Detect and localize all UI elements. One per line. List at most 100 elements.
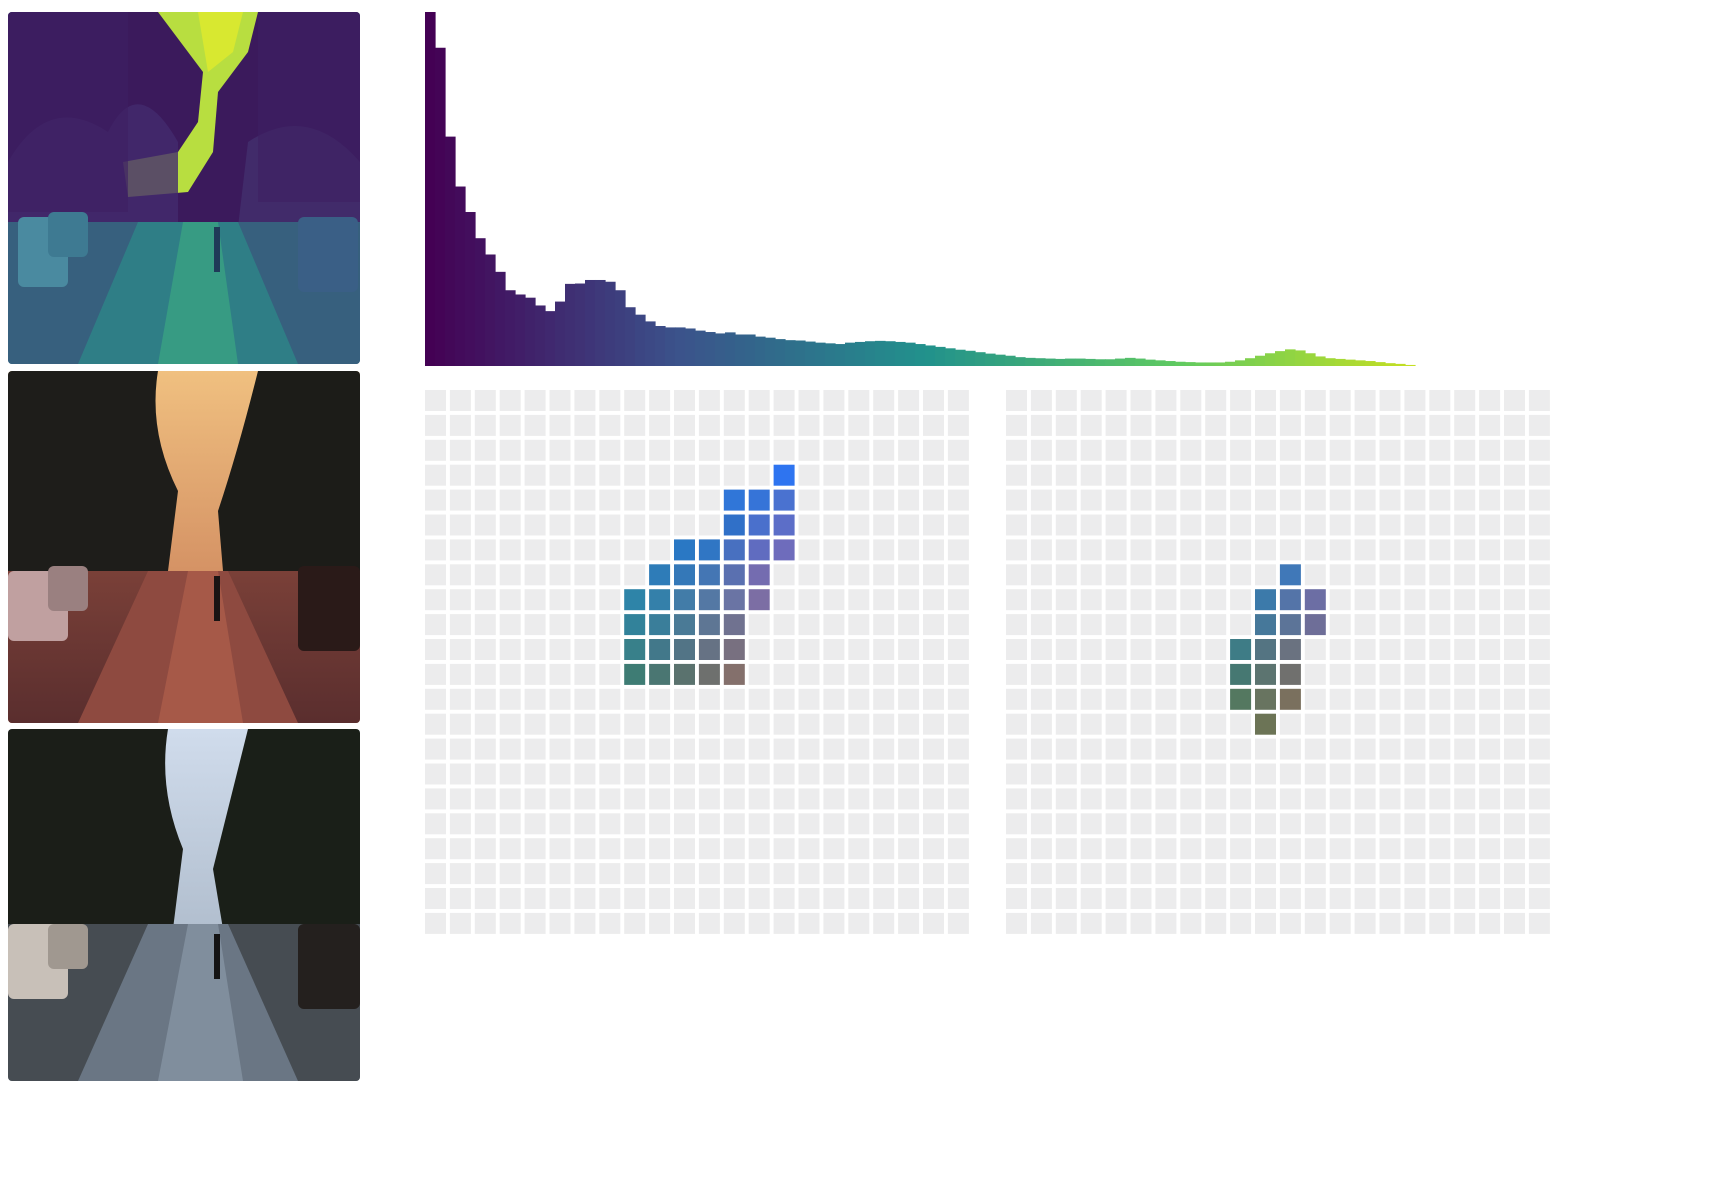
grid-cell-empty <box>1329 489 1351 511</box>
grid-cell-empty <box>1155 489 1177 511</box>
grid-cell-empty <box>599 614 621 636</box>
grid-cell-empty <box>1155 439 1177 461</box>
grid-cell-empty <box>549 464 571 486</box>
grid-cell-empty <box>698 763 720 785</box>
grid-cell-empty <box>425 738 446 760</box>
grid-cell-empty <box>1130 639 1152 660</box>
grid-cell-empty <box>499 663 521 685</box>
histogram-bar <box>1305 353 1316 366</box>
histogram-bar <box>1225 361 1236 366</box>
grid-cell-empty <box>723 390 745 411</box>
grid-cell-empty <box>674 464 695 486</box>
grid-cell-empty <box>1379 713 1401 735</box>
grid-cell-empty <box>1379 788 1401 810</box>
grid-cell-empty <box>1155 863 1177 885</box>
grid-cell-empty <box>449 813 471 835</box>
grid-cell-empty <box>848 639 870 660</box>
grid-cell-empty <box>848 464 870 486</box>
histogram-bar <box>1405 364 1416 366</box>
grid-cell-empty <box>947 614 969 636</box>
grid-cell-empty <box>1279 414 1301 436</box>
grid-cell-empty <box>1429 514 1451 536</box>
grid-cell-empty <box>848 713 870 735</box>
grid-cell-empty <box>773 888 795 909</box>
grid-cell-empty <box>1155 763 1177 785</box>
grid-cell-empty <box>773 688 795 710</box>
grid-cell-empty <box>798 539 820 561</box>
histogram-bar <box>555 301 566 366</box>
grid-cell-empty <box>1354 763 1376 785</box>
grid-cell-empty <box>1504 813 1525 835</box>
grid-cell-empty <box>1055 888 1077 909</box>
grid-cell-empty <box>748 838 770 860</box>
grid-cell-empty <box>1105 614 1127 636</box>
grid-cell-empty <box>798 788 820 810</box>
grid-cell-empty <box>848 439 870 461</box>
grid-cell-empty <box>1205 414 1227 436</box>
grid-cell-empty <box>1279 863 1301 885</box>
histogram-bar <box>575 283 586 366</box>
grid-cell-empty <box>1479 738 1501 760</box>
grid-cell-empty <box>947 838 969 860</box>
grid-cell-empty <box>1105 813 1127 835</box>
grid-cell-empty <box>449 663 471 685</box>
grid-cell-empty <box>1080 713 1102 735</box>
grid-cell-empty <box>1354 514 1376 536</box>
grid-cell-empty <box>1105 414 1127 436</box>
grid-cell-empty <box>1404 514 1426 536</box>
grid-cell-empty <box>425 813 446 835</box>
histogram-bar <box>1065 358 1076 366</box>
grid-cell-empty <box>798 912 820 934</box>
grid-cell-empty <box>474 688 496 710</box>
grid-cell-empty <box>723 713 745 735</box>
grid-cell-empty <box>1055 489 1077 511</box>
histogram-bar <box>525 297 536 366</box>
grid-cell-empty <box>1379 813 1401 835</box>
grid-cell-empty <box>574 688 596 710</box>
grid-cell-empty <box>1454 788 1476 810</box>
grid-cell-empty <box>1279 813 1301 835</box>
grid-cell-empty <box>823 738 845 760</box>
grid-cell-empty <box>848 838 870 860</box>
grid-cell-empty <box>898 863 920 885</box>
grid-cell-empty <box>873 763 895 785</box>
grid-cell-empty <box>898 464 920 486</box>
grid-cell-empty <box>1230 738 1252 760</box>
grid-cell-empty <box>1055 838 1077 860</box>
grid-cell-empty <box>549 639 571 660</box>
histogram-bar <box>795 340 806 366</box>
grid-cell-empty <box>574 614 596 636</box>
grid-cell-empty <box>524 713 546 735</box>
grid-cell-empty <box>1379 614 1401 636</box>
grid-cell-empty <box>549 888 571 909</box>
grid-cell-empty <box>574 788 596 810</box>
grid-cell-empty <box>1006 763 1027 785</box>
grid-cell-empty <box>1230 713 1252 735</box>
grid-cell-empty <box>524 912 546 934</box>
grid-cell-empty <box>898 763 920 785</box>
grid-cell-empty <box>425 514 446 536</box>
grid-cell-empty <box>798 514 820 536</box>
histogram-bar <box>1345 359 1356 366</box>
grid-cell-empty <box>698 813 720 835</box>
grid-cell-filled <box>698 663 720 685</box>
grid-cell-empty <box>649 539 671 561</box>
grid-cell-empty <box>1504 738 1525 760</box>
grid-cell-empty <box>898 614 920 636</box>
grid-cell-empty <box>549 539 571 561</box>
histogram-bar <box>435 47 446 366</box>
grid-cell-empty <box>1528 738 1550 760</box>
grid-cell-empty <box>798 639 820 660</box>
grid-cell-empty <box>898 738 920 760</box>
grid-cell-empty <box>748 888 770 909</box>
grid-cell-empty <box>1155 539 1177 561</box>
grid-cell-empty <box>698 464 720 486</box>
grid-cell-empty <box>549 514 571 536</box>
grid-cell-empty <box>723 912 745 934</box>
grid-cell-empty <box>549 738 571 760</box>
grid-cell-empty <box>923 663 944 685</box>
grid-cell-empty <box>499 589 521 611</box>
grid-cell-empty <box>773 639 795 660</box>
grid-cell-empty <box>1255 863 1276 885</box>
grid-cell-empty <box>1404 589 1426 611</box>
